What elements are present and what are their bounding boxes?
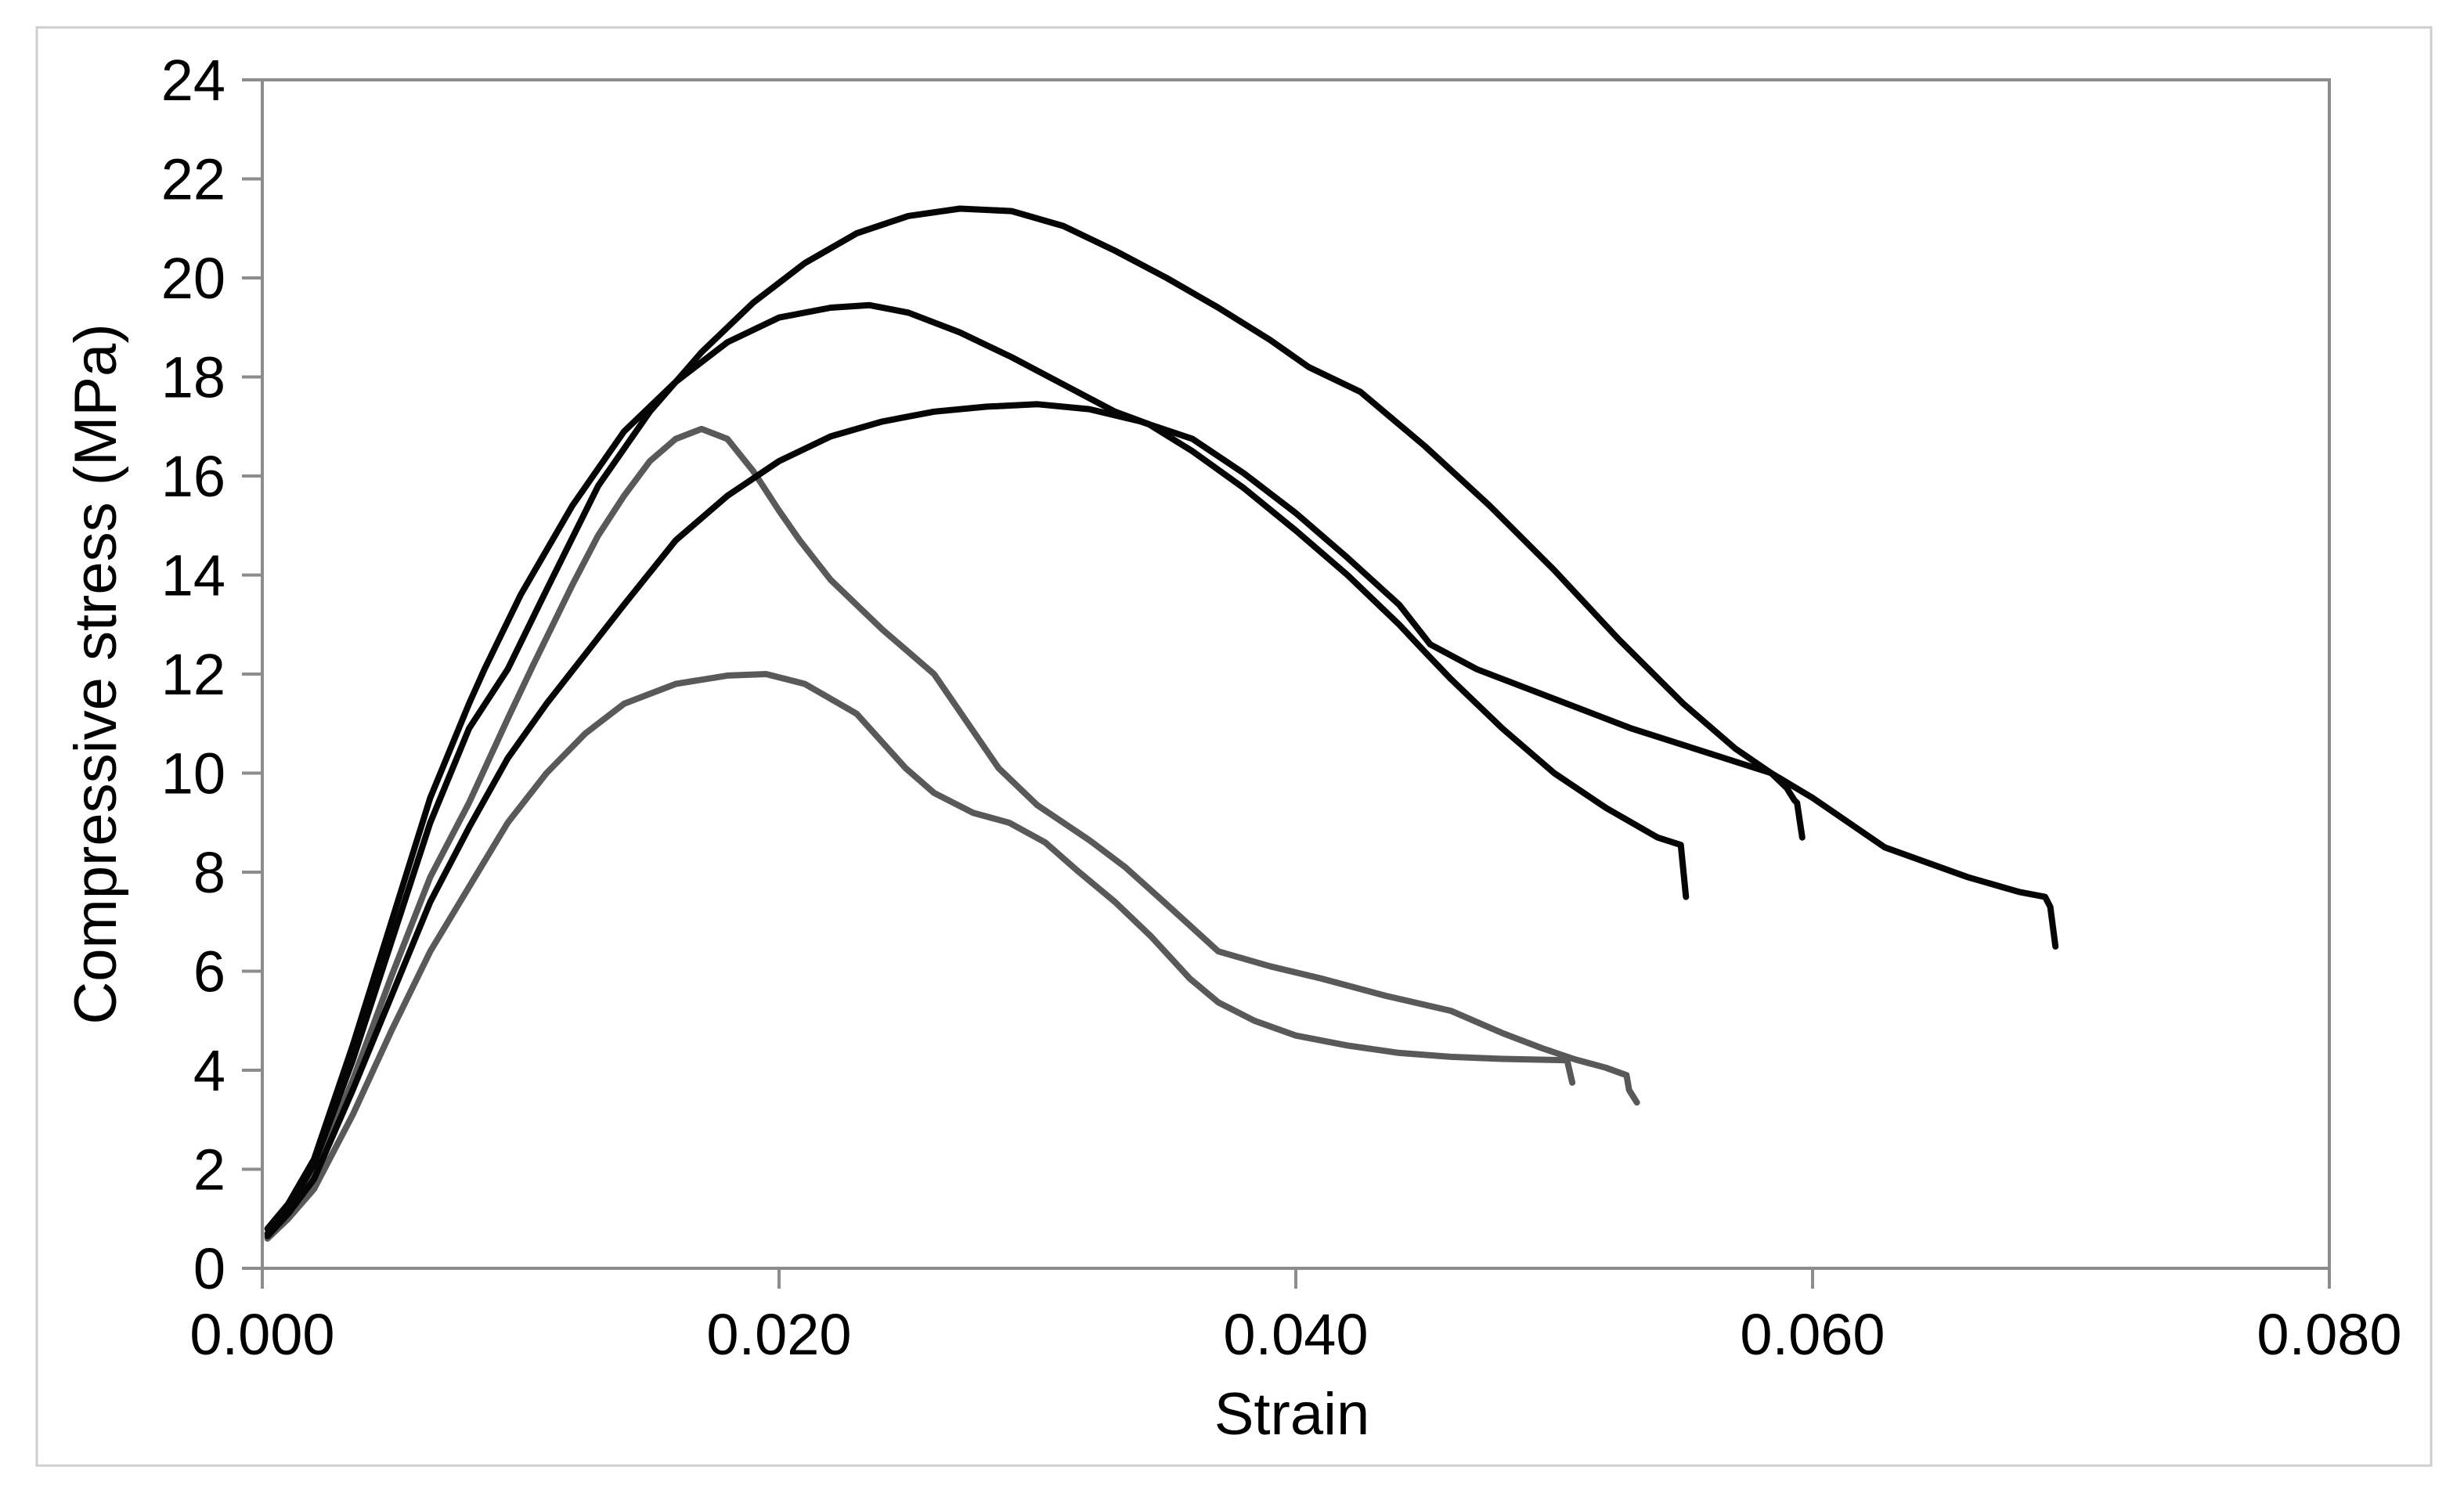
y-tick-label: 16: [161, 444, 225, 509]
y-tick-label: 8: [193, 840, 225, 905]
series-line-black-3: [264, 401, 2059, 1239]
y-tick-label: 10: [161, 741, 225, 806]
series-line-gray-2: [264, 671, 1576, 1242]
y-tick-label: 22: [161, 147, 225, 212]
x-tick-label: 0.080: [2257, 1302, 2401, 1367]
y-tick-label: 14: [161, 543, 225, 608]
y-tick-label: 12: [161, 642, 225, 707]
series-line-black-1: [264, 205, 1806, 1237]
x-tick-label: 0.040: [1223, 1302, 1368, 1367]
x-tick-label: 0.020: [706, 1302, 851, 1367]
x-tick-label: 0.060: [1740, 1302, 1885, 1367]
y-tick-label: 0: [193, 1236, 225, 1301]
y-tick-label: 6: [193, 939, 225, 1004]
y-axis-title: Compressive stress (MPa): [63, 323, 129, 1024]
y-tick-label: 18: [161, 345, 225, 410]
x-axis-title: Strain: [1214, 1381, 1370, 1448]
x-tick-label: 0.000: [189, 1302, 334, 1367]
y-tick-label: 20: [161, 246, 225, 311]
series-line-black-2: [264, 301, 1690, 1232]
y-tick-label: 2: [193, 1138, 225, 1203]
series-line-gray-1: [264, 425, 1640, 1237]
y-tick-label: 24: [161, 48, 225, 113]
figure-border: [35, 26, 2433, 1467]
y-tick-label: 4: [193, 1038, 225, 1103]
